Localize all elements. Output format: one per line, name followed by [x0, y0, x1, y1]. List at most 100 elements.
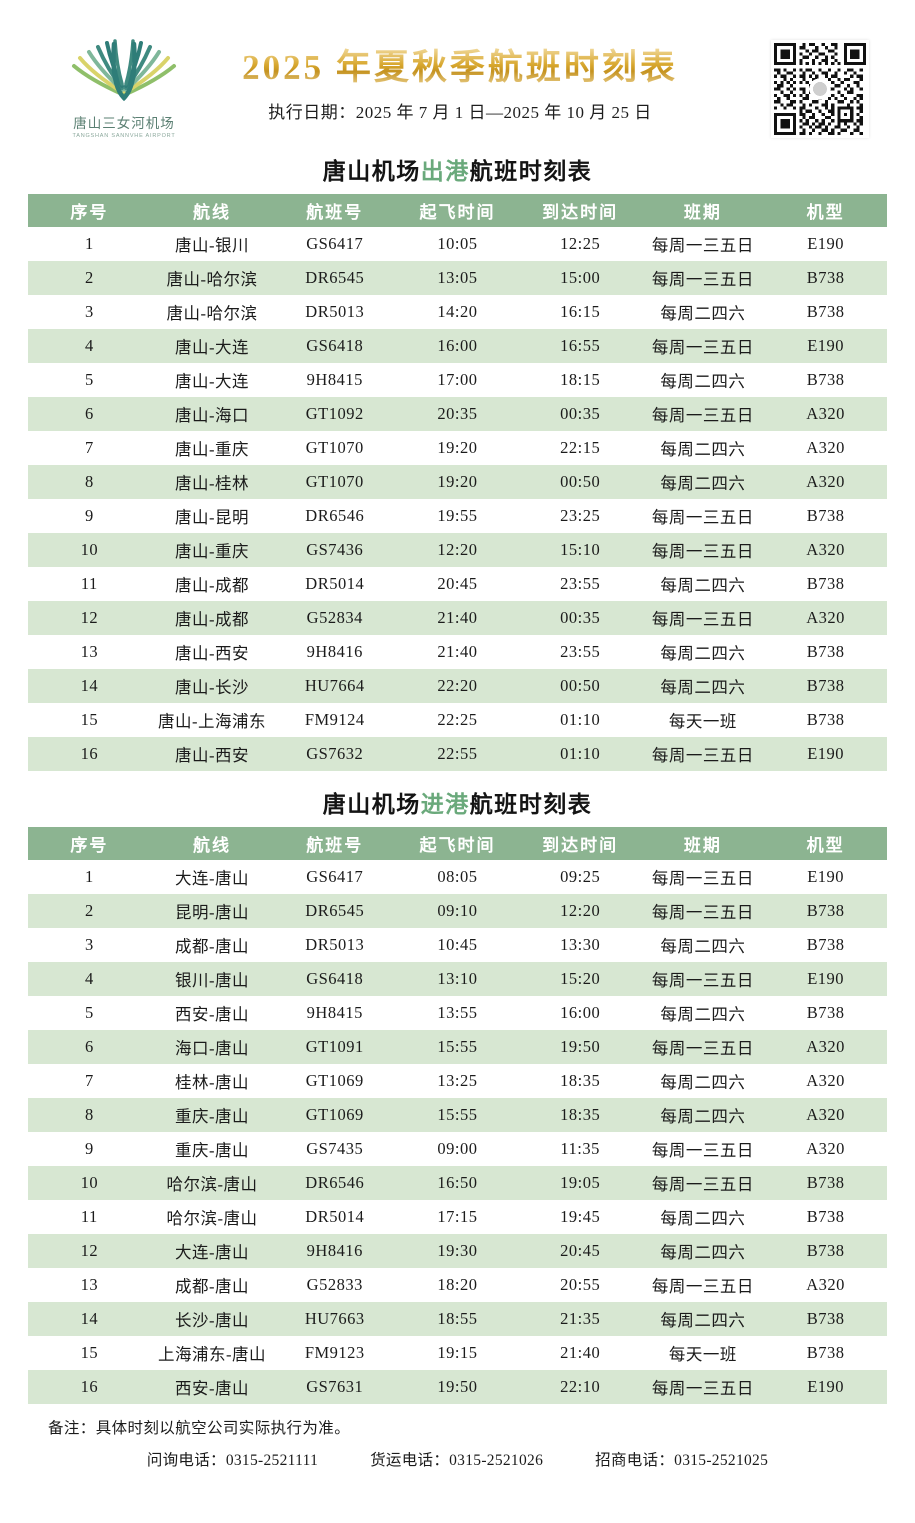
cell-flight-no: HU7664 [273, 669, 397, 703]
cell-arrival-time: 22:15 [518, 431, 642, 465]
cell-departure-time: 19:15 [396, 1336, 519, 1370]
cell-frequency: 每周一三五日 [641, 227, 765, 261]
cell-frequency: 每周一三五日 [641, 1268, 765, 1302]
cell-frequency: 每周一三五日 [641, 1166, 765, 1200]
col-header-frequency: 班期 [641, 827, 765, 860]
cell-frequency: 每周二四六 [641, 465, 765, 499]
col-header-frequency: 班期 [641, 194, 765, 227]
cell-route: 重庆-唐山 [150, 1098, 274, 1132]
cell-arrival-time: 22:10 [518, 1370, 642, 1404]
cell-no: 2 [28, 261, 151, 295]
cell-arrival-time: 18:35 [518, 1064, 642, 1098]
cell-no: 13 [28, 1268, 151, 1302]
cell-aircraft: B738 [764, 1200, 887, 1234]
table-row: 4 唐山-大连 GS6418 16:00 16:55 每周一三五日 E190 [28, 329, 887, 363]
cell-departure-time: 19:50 [396, 1370, 519, 1404]
cell-flight-no: 9H8416 [273, 1234, 397, 1268]
departures-table-wrap: 序号 航线 航班号 起飞时间 到达时间 班期 机型 1 唐山-银川 GS6417 10… [0, 194, 915, 771]
cell-departure-time: 19:20 [396, 431, 519, 465]
cell-frequency: 每周二四六 [641, 431, 765, 465]
table-row: 9 唐山-昆明 DR6546 19:55 23:25 每周一三五日 B738 [28, 499, 887, 533]
cell-departure-time: 09:10 [396, 894, 519, 928]
cell-no: 11 [28, 1200, 151, 1234]
cell-no: 15 [28, 703, 151, 737]
cell-arrival-time: 23:55 [518, 567, 642, 601]
cell-no: 7 [28, 431, 151, 465]
cell-arrival-time: 15:10 [518, 533, 642, 567]
cell-aircraft: E190 [764, 329, 887, 363]
cell-aircraft: B738 [764, 1336, 887, 1370]
cell-departure-time: 10:05 [396, 227, 519, 261]
cell-route: 银川-唐山 [150, 962, 274, 996]
cell-flight-no: GS7436 [273, 533, 397, 567]
cell-no: 8 [28, 1098, 151, 1132]
cell-frequency: 每周二四六 [641, 1302, 765, 1336]
cell-route: 成都-唐山 [150, 1268, 274, 1302]
cell-no: 5 [28, 996, 151, 1030]
arrivals-title-prefix: 唐山机场 [322, 792, 421, 817]
cell-no: 11 [28, 567, 151, 601]
cell-arrival-time: 01:10 [518, 737, 642, 771]
cell-flight-no: 9H8415 [273, 363, 397, 397]
cell-frequency: 每周一三五日 [641, 499, 765, 533]
cell-arrival-time: 16:55 [518, 329, 642, 363]
table-row: 15 上海浦东-唐山 FM9123 19:15 21:40 每天一班 B738 [28, 1336, 887, 1370]
arrivals-header-row: 序号 航线 航班号 起飞时间 到达时间 班期 机型 [28, 827, 887, 860]
cell-frequency: 每周一三五日 [641, 962, 765, 996]
cell-aircraft: E190 [764, 1370, 887, 1404]
table-row: 12 大连-唐山 9H8416 19:30 20:45 每周二四六 B738 [28, 1234, 887, 1268]
col-header-no: 序号 [28, 827, 151, 860]
cell-arrival-time: 19:45 [518, 1200, 642, 1234]
cell-departure-time: 13:05 [396, 261, 519, 295]
cell-departure-time: 16:00 [396, 329, 519, 363]
business-phone: 招商电话：0315-2521025 [595, 1452, 769, 1469]
cell-route: 哈尔滨-唐山 [150, 1200, 274, 1234]
col-header-departure-time: 起飞时间 [396, 194, 519, 227]
col-header-arrival-time: 到达时间 [518, 827, 642, 860]
cell-flight-no: GS6418 [273, 962, 397, 996]
cell-departure-time: 14:20 [396, 295, 519, 329]
arrivals-table-body: 1 大连-唐山 GS6417 08:05 09:25 每周一三五日 E190 2 昆明-唐山 DR… [28, 860, 887, 1404]
cell-aircraft: E190 [764, 962, 887, 996]
cell-flight-no: GT1091 [273, 1030, 397, 1064]
cell-no: 3 [28, 295, 151, 329]
cell-arrival-time: 21:35 [518, 1302, 642, 1336]
cell-arrival-time: 23:55 [518, 635, 642, 669]
airport-name-en: TANGSHAN SANNVHE AIRPORT [72, 133, 176, 139]
cell-no: 7 [28, 1064, 151, 1098]
cell-aircraft: B738 [764, 703, 887, 737]
cell-no: 16 [28, 1370, 151, 1404]
cell-departure-time: 18:20 [396, 1268, 519, 1302]
cell-no: 9 [28, 499, 151, 533]
cell-route: 唐山-西安 [150, 635, 274, 669]
cell-flight-no: DR6546 [273, 1166, 397, 1200]
cell-flight-no: GS6417 [273, 860, 397, 894]
cell-aircraft: A320 [764, 431, 887, 465]
cell-aircraft: B738 [764, 635, 887, 669]
table-row: 3 成都-唐山 DR5013 10:45 13:30 每周二四六 B738 [28, 928, 887, 962]
cell-frequency: 每天一班 [641, 1336, 765, 1370]
table-row: 14 长沙-唐山 HU7663 18:55 21:35 每周二四六 B738 [28, 1302, 887, 1336]
cell-frequency: 每天一班 [641, 703, 765, 737]
cell-departure-time: 22:20 [396, 669, 519, 703]
cell-aircraft: A320 [764, 601, 887, 635]
cell-route: 海口-唐山 [150, 1030, 274, 1064]
qr-code[interactable] [771, 40, 869, 138]
cell-flight-no: GS7632 [273, 737, 397, 771]
arrivals-table-head: 序号 航线 航班号 起飞时间 到达时间 班期 机型 [28, 827, 887, 860]
cell-arrival-time: 20:55 [518, 1268, 642, 1302]
cell-no: 12 [28, 1234, 151, 1268]
cell-arrival-time: 15:20 [518, 962, 642, 996]
table-row: 15 唐山-上海浦东 FM9124 22:25 01:10 每天一班 B738 [28, 703, 887, 737]
cell-no: 16 [28, 737, 151, 771]
cell-route: 上海浦东-唐山 [150, 1336, 274, 1370]
cell-departure-time: 19:55 [396, 499, 519, 533]
cell-arrival-time: 20:45 [518, 1234, 642, 1268]
cell-flight-no: G52833 [273, 1268, 397, 1302]
table-row: 1 唐山-银川 GS6417 10:05 12:25 每周一三五日 E190 [28, 227, 887, 261]
table-row: 8 重庆-唐山 GT1069 15:55 18:35 每周二四六 A320 [28, 1098, 887, 1132]
table-row: 4 银川-唐山 GS6418 13:10 15:20 每周一三五日 E190 [28, 962, 887, 996]
cell-route: 西安-唐山 [150, 1370, 274, 1404]
cell-no: 2 [28, 894, 151, 928]
table-row: 12 唐山-成都 G52834 21:40 00:35 每周一三五日 A320 [28, 601, 887, 635]
